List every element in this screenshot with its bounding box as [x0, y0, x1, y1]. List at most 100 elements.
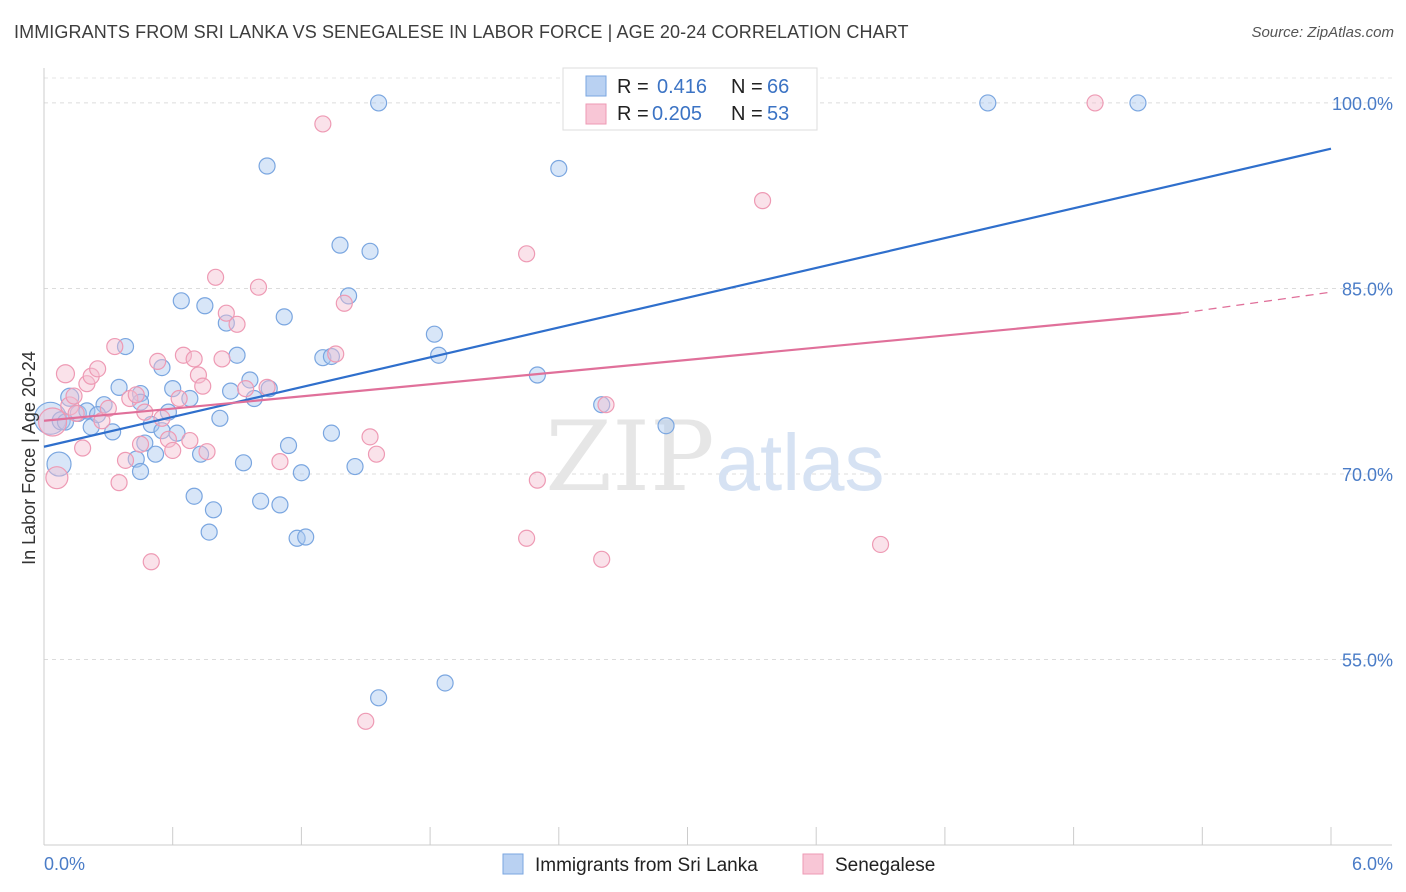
point-senegalese [249, 278, 268, 296]
point-senegalese [194, 377, 212, 395]
point-sri-lanka [228, 346, 246, 364]
point-sri-lanka [297, 528, 315, 546]
point-senegalese [99, 399, 117, 418]
point-sri-lanka [131, 462, 150, 481]
bottom-legend-swatch-sri-lanka [502, 853, 524, 875]
point-sri-lanka [550, 159, 568, 178]
point-senegalese [89, 360, 107, 378]
point-senegalese [174, 346, 193, 364]
point-sri-lanka [279, 436, 298, 455]
axes [43, 68, 1392, 846]
point-senegalese [65, 387, 83, 405]
point-senegalese [74, 439, 92, 457]
point-sri-lanka [185, 487, 203, 505]
point-sri-lanka [593, 396, 611, 414]
point-sri-lanka [331, 236, 349, 254]
bottom-legend-label-sri-lanka: Immigrants from Sri Lanka [535, 855, 758, 876]
point-senegalese [367, 445, 386, 463]
bottom-legend: Immigrants from Sri Lanka Senegalese [502, 853, 935, 876]
point-sri-lanka [241, 371, 259, 389]
point-senegalese [185, 350, 203, 368]
point-senegalese [131, 435, 150, 453]
legend-n-value-1: 66 [767, 76, 789, 98]
point-senegalese [357, 712, 375, 730]
legend-n-value-2: 53 [767, 103, 789, 125]
point-sri-lanka [292, 464, 310, 482]
point-senegalese [106, 337, 124, 356]
point-senegalese [189, 366, 208, 384]
legend-r-label-2: R = [617, 103, 649, 125]
point-senegalese [361, 428, 379, 446]
point-senegalese [327, 345, 345, 363]
point-senegalese [55, 364, 76, 384]
point-sri-lanka [211, 409, 229, 427]
point-senegalese [37, 407, 68, 437]
point-sri-lanka [172, 292, 190, 310]
data-points [33, 94, 1147, 730]
point-sri-lanka [657, 417, 675, 435]
point-sri-lanka [288, 529, 306, 547]
trend-line-sri-lanka [43, 147, 1332, 448]
point-senegalese [597, 396, 615, 414]
bottom-legend-label-senegalese: Senegalese [835, 855, 935, 876]
point-senegalese [127, 386, 145, 404]
point-sri-lanka [436, 674, 454, 692]
legend-n-label-1: N = [731, 76, 763, 98]
trend-line-senegalese [43, 312, 1181, 422]
legend-r-label-1: R = [617, 76, 649, 98]
bottom-legend-swatch-senegalese [802, 853, 824, 875]
point-sri-lanka [110, 378, 128, 396]
y-tick-label: 85.0% [1342, 279, 1393, 299]
point-sri-lanka [222, 382, 240, 400]
point-sri-lanka [346, 457, 364, 476]
point-senegalese [116, 451, 135, 469]
point-senegalese [181, 431, 199, 450]
point-senegalese [518, 245, 536, 263]
point-senegalese [228, 315, 246, 333]
y-tick-labels: 100.0% 85.0% 70.0% 55.0% [1332, 94, 1393, 671]
point-senegalese [528, 471, 546, 489]
chart-title: IMMIGRANTS FROM SRI LANKA VS SENEGALESE … [14, 22, 909, 42]
point-sri-lanka [271, 496, 289, 514]
y-axis-label: In Labor Force | Age 20-24 [19, 351, 39, 565]
point-sri-lanka [275, 308, 293, 326]
point-senegalese [335, 294, 353, 312]
point-senegalese [871, 535, 890, 554]
point-sri-lanka [322, 424, 341, 442]
point-senegalese [207, 268, 225, 286]
watermark-atlas: atlas [716, 418, 885, 507]
point-sri-lanka [314, 349, 332, 367]
point-senegalese [217, 304, 235, 322]
watermark: ZIP atlas [545, 401, 884, 513]
point-senegalese [213, 350, 231, 368]
legend-swatch-sri-lanka [585, 75, 607, 97]
point-senegalese [518, 529, 536, 547]
x-tick-label: 6.0% [1352, 854, 1393, 874]
trend-line-senegalese-extension [1180, 291, 1332, 314]
gridlines [44, 77, 1392, 660]
source-label: Source: ZipAtlas.com [1251, 24, 1394, 41]
point-sri-lanka [370, 689, 388, 707]
point-sri-lanka [252, 492, 270, 510]
point-sri-lanka [204, 501, 223, 519]
point-senegalese [159, 430, 178, 448]
point-senegalese [149, 352, 167, 371]
point-senegalese [753, 192, 772, 210]
y-tick-label: 100.0% [1332, 94, 1393, 114]
point-senegalese [1086, 94, 1104, 112]
point-sri-lanka [196, 297, 214, 315]
legend-swatch-senegalese [585, 103, 607, 125]
watermark-zip: ZIP [545, 401, 714, 513]
point-senegalese [593, 550, 611, 568]
point-senegalese [198, 443, 216, 461]
point-sri-lanka [1129, 94, 1147, 112]
point-sri-lanka [78, 402, 96, 420]
point-sri-lanka [258, 157, 276, 175]
legend-r-value-1: 0.416 [657, 76, 707, 98]
point-sri-lanka [200, 523, 218, 541]
point-sri-lanka [361, 242, 379, 260]
y-tick-label: 70.0% [1342, 465, 1393, 485]
point-sri-lanka [164, 380, 182, 398]
point-sri-lanka [168, 424, 186, 442]
point-senegalese [142, 553, 160, 571]
